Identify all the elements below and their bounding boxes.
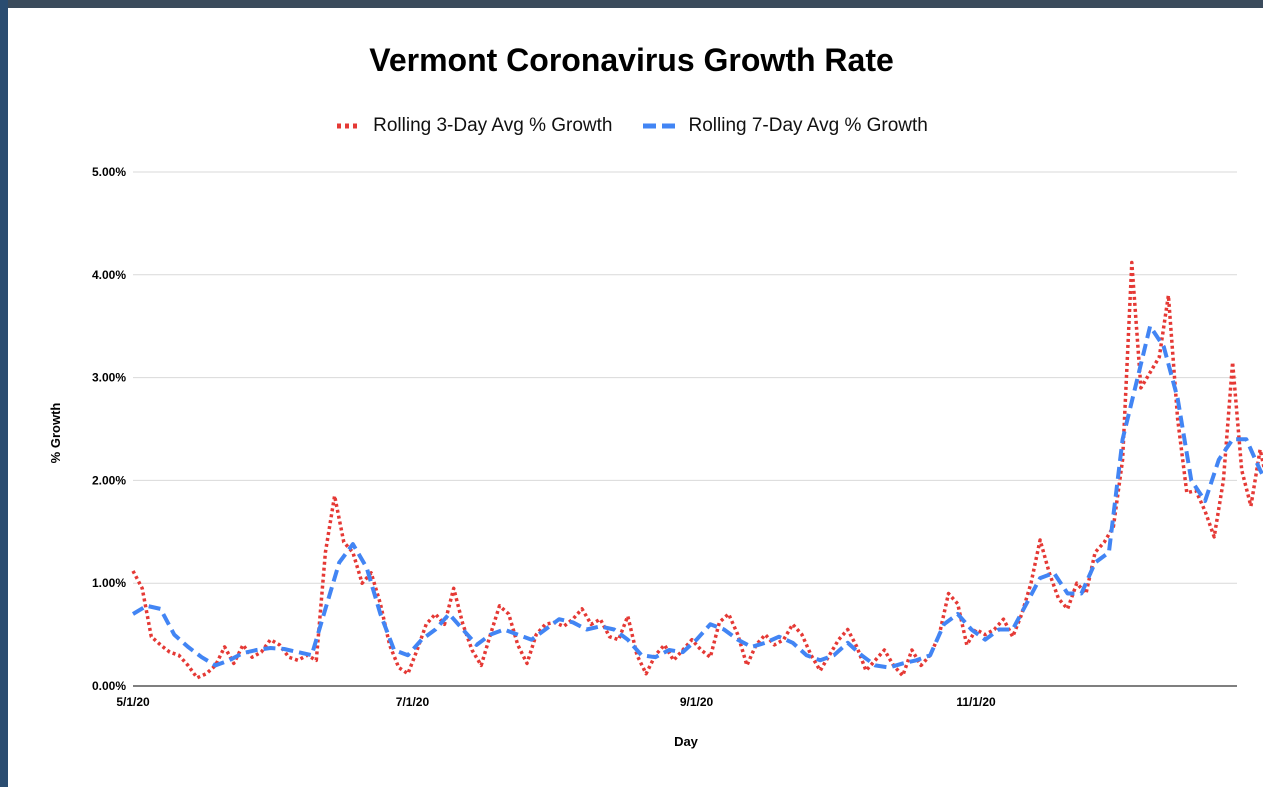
- chart-card: [8, 8, 1263, 787]
- y-tick-label: 0.00%: [92, 679, 126, 693]
- chart-legend: Rolling 3-Day Avg % Growth Rolling 7-Day…: [0, 115, 1263, 137]
- window-frame-top: [0, 0, 1263, 8]
- y-tick-label: 2.00%: [92, 473, 126, 487]
- legend-item-3day: Rolling 3-Day Avg % Growth: [335, 115, 613, 137]
- legend-label-3day: Rolling 3-Day Avg % Growth: [373, 115, 613, 136]
- x-axis-title: Day: [674, 734, 699, 749]
- grid-lines: [133, 171, 1237, 687]
- y-tick-label: 5.00%: [92, 165, 126, 179]
- series-line-3day: [131, 260, 1263, 680]
- legend-label-7day: Rolling 7-Day Avg % Growth: [688, 115, 928, 136]
- y-axis-ticks: 0.00% 1.00% 2.00% 3.00% 4.00% 5.00%: [92, 165, 126, 693]
- x-axis-ticks: 5/1/20 7/1/20 9/1/20 11/1/20: [116, 695, 996, 709]
- legend-swatch-3day: [337, 123, 360, 129]
- y-tick-label: 1.00%: [92, 576, 126, 590]
- legend-swatch-7day: [642, 123, 675, 129]
- x-tick-label: 11/1/20: [956, 695, 996, 709]
- x-tick-label: 7/1/20: [396, 695, 430, 709]
- chart-title: Vermont Coronavirus Growth Rate: [369, 42, 894, 78]
- y-axis-title: % Growth: [48, 403, 63, 464]
- series-line-7day: [131, 324, 1263, 670]
- series-lines: [131, 260, 1263, 680]
- x-tick-label: 5/1/20: [116, 695, 150, 709]
- y-tick-label: 3.00%: [92, 371, 126, 385]
- y-tick-label: 4.00%: [92, 268, 126, 282]
- legend-item-7day: Rolling 7-Day Avg % Growth: [641, 115, 928, 137]
- window-frame-left: [0, 0, 8, 787]
- x-tick-label: 9/1/20: [680, 695, 714, 709]
